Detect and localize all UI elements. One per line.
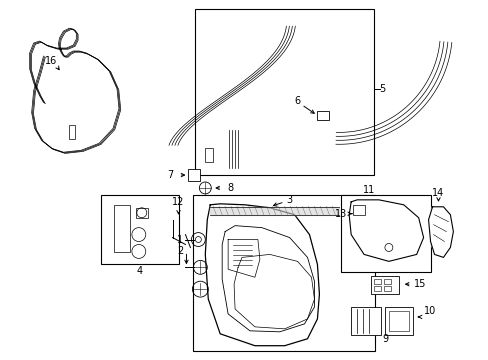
Text: 8: 8 [226,183,233,193]
Bar [188,169,200,181]
Bar [373,286,380,291]
Bar [195,9,373,175]
Text: 13: 13 [334,209,346,219]
Text: 1: 1 [177,234,183,244]
Polygon shape [348,200,423,261]
Text: 11: 11 [362,185,374,195]
Text: 3: 3 [286,195,292,205]
Bar [317,111,328,121]
Text: 2: 2 [177,247,183,256]
Text: 4: 4 [137,266,142,276]
Bar [373,279,380,284]
Text: 5: 5 [378,84,384,94]
Text: 10: 10 [423,306,435,316]
Bar [193,195,374,351]
Text: 15: 15 [413,279,425,289]
Polygon shape [427,207,452,257]
Text: 9: 9 [382,334,388,344]
Text: 14: 14 [431,188,444,198]
Bar [370,276,398,294]
Bar [352,205,365,215]
Bar [205,148,213,162]
Bar [383,279,390,284]
Text: 7: 7 [167,170,173,180]
Bar [350,307,380,335]
Text: 6: 6 [294,96,300,105]
Bar [384,307,412,335]
Bar [341,195,429,272]
Bar [69,125,75,139]
Polygon shape [205,204,319,346]
Bar [383,286,390,291]
Bar [114,205,130,252]
Bar [388,311,408,331]
Text: 16: 16 [45,56,58,66]
Bar [136,208,147,218]
Bar [101,195,178,264]
Text: 12: 12 [172,197,184,207]
